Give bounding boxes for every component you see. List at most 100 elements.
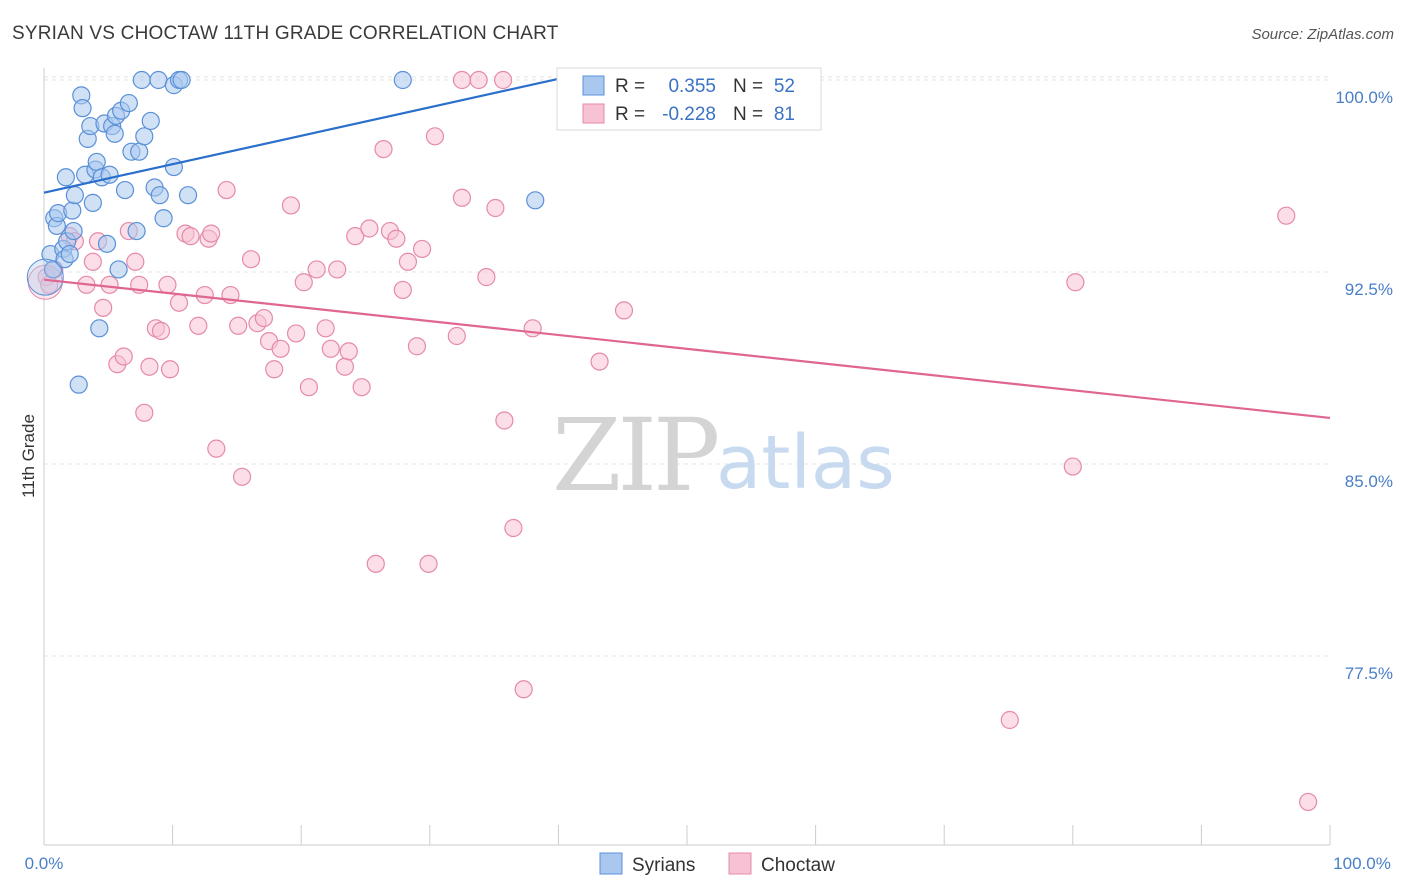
choctaw-point-61[interactable]: [447, 326, 466, 346]
syrians-point-41[interactable]: [149, 70, 168, 90]
choctaw-point-72[interactable]: [614, 301, 634, 320]
syrians-point-47[interactable]: [172, 70, 191, 90]
syrians-point-37[interactable]: [132, 70, 151, 90]
choctaw-point-65[interactable]: [486, 198, 505, 218]
choctaw-point-15[interactable]: [140, 357, 159, 376]
syrians-point-32[interactable]: [115, 180, 135, 200]
choctaw-point-5[interactable]: [83, 252, 102, 271]
choctaw-point-58[interactable]: [419, 554, 438, 573]
choctaw-r-value: -0.228: [662, 104, 716, 125]
choctaw-point-44[interactable]: [328, 260, 347, 279]
choctaw-point-39[interactable]: [294, 273, 313, 292]
choctaw-point-74[interactable]: [1000, 710, 1019, 730]
choctaw-point-27[interactable]: [217, 180, 236, 200]
syrians-point-35[interactable]: [127, 221, 146, 241]
choctaw-point-75[interactable]: [1063, 457, 1082, 476]
syrians-point-49[interactable]: [393, 70, 412, 90]
choctaw-point-78[interactable]: [1299, 792, 1318, 812]
choctaw-point-19[interactable]: [160, 360, 180, 379]
choctaw-point-42[interactable]: [316, 319, 335, 338]
syrians-point-38[interactable]: [135, 127, 154, 146]
syrians-point-7[interactable]: [56, 168, 75, 187]
choctaw-point-53[interactable]: [387, 229, 406, 248]
syrians-point-15[interactable]: [73, 99, 92, 118]
choctaw-point-29[interactable]: [229, 316, 248, 335]
choctaw-point-33[interactable]: [254, 308, 274, 328]
syrians-point-42[interactable]: [150, 186, 169, 205]
choctaw-point-48[interactable]: [352, 378, 371, 397]
choctaw-points: [27, 70, 1318, 812]
choctaw-point-20[interactable]: [169, 293, 189, 312]
syrians-point-48[interactable]: [178, 186, 198, 205]
choctaw-point-60[interactable]: [452, 70, 472, 90]
legend-syrians-label[interactable]: Syrians: [632, 855, 695, 876]
choctaw-point-70[interactable]: [523, 319, 542, 338]
syrians-point-39[interactable]: [141, 111, 160, 131]
syrians-point-33[interactable]: [119, 93, 138, 113]
syrians-point-large[interactable]: [26, 258, 64, 296]
choctaw-point-17[interactable]: [151, 321, 171, 340]
syrians-point-13[interactable]: [69, 375, 88, 394]
syrians-point-10[interactable]: [63, 201, 82, 220]
choctaw-point-26[interactable]: [207, 439, 226, 458]
legend-syrians-swatch[interactable]: [599, 852, 623, 875]
choctaw-point-67[interactable]: [495, 411, 514, 430]
choctaw-point-18[interactable]: [158, 275, 177, 294]
choctaw-point-45[interactable]: [335, 357, 355, 376]
syrians-point-36[interactable]: [130, 142, 149, 161]
syrians-point-28[interactable]: [105, 124, 124, 143]
choctaw-point-8[interactable]: [100, 275, 119, 294]
choctaw-point-55[interactable]: [398, 252, 418, 271]
choctaw-point-76[interactable]: [1066, 273, 1085, 292]
choctaw-point-69[interactable]: [514, 680, 533, 699]
choctaw-point-23[interactable]: [189, 316, 208, 335]
choctaw-point-59[interactable]: [425, 127, 445, 146]
choctaw-point-12[interactable]: [126, 252, 145, 271]
choctaw-point-47[interactable]: [346, 227, 365, 246]
choctaw-point-41[interactable]: [307, 260, 326, 279]
choctaw-point-22[interactable]: [181, 227, 200, 246]
choctaw-point-40[interactable]: [299, 378, 319, 397]
syrians-point-25[interactable]: [97, 234, 117, 253]
syrians-point-21[interactable]: [87, 152, 106, 172]
syrians-point-12[interactable]: [65, 186, 84, 205]
choctaw-point-46[interactable]: [339, 342, 358, 361]
choctaw-point-77[interactable]: [1277, 206, 1296, 225]
choctaw-point-35[interactable]: [265, 360, 284, 379]
choctaw-point-43[interactable]: [321, 339, 340, 358]
syrians-point-19[interactable]: [83, 193, 102, 212]
choctaw-point-68[interactable]: [504, 518, 523, 538]
choctaw-point-56[interactable]: [407, 337, 427, 356]
choctaw-point-66[interactable]: [494, 70, 513, 90]
choctaw-point-62[interactable]: [452, 188, 472, 207]
syrians-point-44[interactable]: [164, 157, 183, 177]
syrians-point-50[interactable]: [526, 191, 545, 210]
choctaw-point-71[interactable]: [590, 352, 609, 371]
choctaw-point-10[interactable]: [114, 347, 133, 366]
choctaw-point-79[interactable]: [202, 224, 221, 243]
legend-choctaw-label[interactable]: Choctaw: [761, 855, 835, 876]
choctaw-point-31[interactable]: [241, 250, 261, 269]
choctaw-point-54[interactable]: [393, 280, 412, 300]
choctaw-point-30[interactable]: [232, 467, 252, 486]
choctaw-point-37[interactable]: [281, 196, 301, 215]
syrians-point-11[interactable]: [64, 221, 83, 241]
choctaw-point-57[interactable]: [412, 239, 432, 259]
choctaw-point-24[interactable]: [195, 285, 214, 305]
choctaw-point-49[interactable]: [360, 219, 379, 238]
choctaw-point-38[interactable]: [286, 324, 306, 343]
series-legend[interactable]: Syrians Choctaw: [599, 852, 835, 876]
choctaw-point-50[interactable]: [366, 554, 385, 573]
choctaw-point-14[interactable]: [135, 403, 154, 422]
syrians-point-22[interactable]: [90, 319, 109, 338]
syrians-point-43[interactable]: [154, 209, 173, 228]
choctaw-point-7[interactable]: [94, 298, 113, 317]
syrians-point-26[interactable]: [100, 165, 119, 184]
legend-choctaw-swatch[interactable]: [728, 852, 752, 875]
choctaw-point-64[interactable]: [477, 268, 496, 287]
choctaw-point-63[interactable]: [469, 70, 488, 90]
choctaw-point-36[interactable]: [271, 339, 290, 358]
choctaw-point-51[interactable]: [374, 140, 393, 159]
syrians-point-9[interactable]: [60, 244, 79, 264]
syrians-point-30[interactable]: [109, 260, 128, 279]
